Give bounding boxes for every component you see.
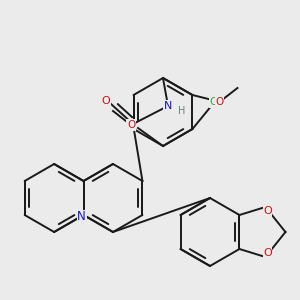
Text: O: O xyxy=(215,97,223,107)
Text: O: O xyxy=(102,96,110,106)
Text: N: N xyxy=(164,101,172,111)
Text: H: H xyxy=(178,106,186,116)
Text: O: O xyxy=(263,206,272,216)
Text: O: O xyxy=(263,248,272,258)
Text: N: N xyxy=(77,211,86,224)
Text: Cl: Cl xyxy=(209,97,220,107)
Text: O: O xyxy=(127,120,135,130)
